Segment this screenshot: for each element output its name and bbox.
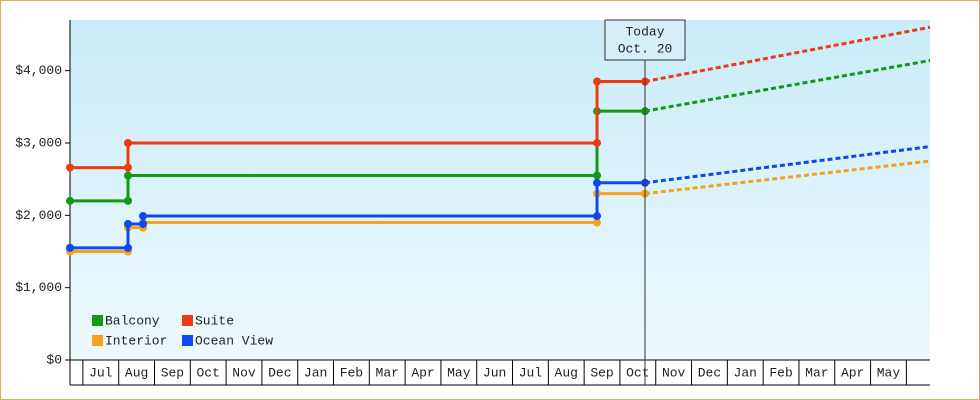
x-tick-label: Sep: [590, 365, 613, 380]
x-tick-label: Jul: [89, 365, 113, 380]
point: [124, 171, 133, 180]
x-tick-label: Nov: [232, 365, 256, 380]
x-tick-label: Aug: [555, 365, 578, 380]
y-tick-label: $0: [46, 352, 62, 367]
x-tick-label: Feb: [769, 365, 792, 380]
point: [124, 163, 133, 172]
x-tick-label: Dec: [698, 365, 721, 380]
today-label: Today: [625, 24, 664, 39]
legend-label: Balcony: [105, 313, 160, 328]
legend-swatch[interactable]: [92, 315, 103, 326]
x-tick-label: Oct: [196, 365, 219, 380]
legend-swatch[interactable]: [92, 335, 103, 346]
x-tick-label: May: [447, 365, 471, 380]
plot-area: [70, 20, 930, 360]
y-tick-label: $3,000: [15, 135, 62, 150]
x-tick-label: Aug: [125, 365, 148, 380]
series-line: [70, 109, 646, 203]
today-box: [604, 19, 686, 61]
point: [593, 171, 602, 180]
legend-label: Suite: [195, 313, 234, 328]
x-tick-label: Jan: [734, 365, 757, 380]
legend-label: Interior: [105, 333, 167, 348]
point: [593, 138, 602, 147]
point: [124, 196, 133, 205]
point: [593, 218, 602, 227]
x-tick-label: Sep: [161, 365, 184, 380]
x-tick-label: Mar: [376, 365, 399, 380]
y-tick-label: $4,000: [15, 63, 62, 78]
x-tick-label: Dec: [268, 365, 291, 380]
point: [593, 212, 602, 221]
point: [66, 243, 74, 252]
point: [66, 163, 74, 172]
x-tick-label: Nov: [662, 365, 686, 380]
x-tick-label: Jun: [483, 365, 506, 380]
y-tick-label: $1,000: [15, 280, 62, 295]
x-tick-label: Jan: [304, 365, 327, 380]
x-tick-label: Mar: [805, 365, 828, 380]
legend-swatch[interactable]: [182, 335, 193, 346]
legend-swatch[interactable]: [182, 315, 193, 326]
series-line: [70, 79, 646, 170]
x-tick-label: Feb: [340, 365, 363, 380]
today-label: Oct. 20: [618, 41, 673, 56]
point: [139, 220, 148, 228]
point: [124, 220, 133, 228]
y-tick-label: $2,000: [15, 208, 62, 223]
x-tick-label: May: [877, 365, 901, 380]
point: [124, 243, 133, 252]
point: [66, 196, 74, 205]
point: [124, 138, 133, 147]
x-tick-label: Apr: [841, 365, 864, 380]
point: [593, 178, 602, 187]
forecast-line: [644, 59, 931, 113]
legend-label: Ocean View: [195, 333, 273, 348]
x-tick-label: Jul: [519, 365, 543, 380]
x-tick-label: Oct: [626, 365, 649, 380]
point: [139, 212, 148, 221]
x-tick-label: Apr: [411, 365, 434, 380]
forecast-line: [644, 25, 931, 83]
point: [593, 77, 602, 86]
